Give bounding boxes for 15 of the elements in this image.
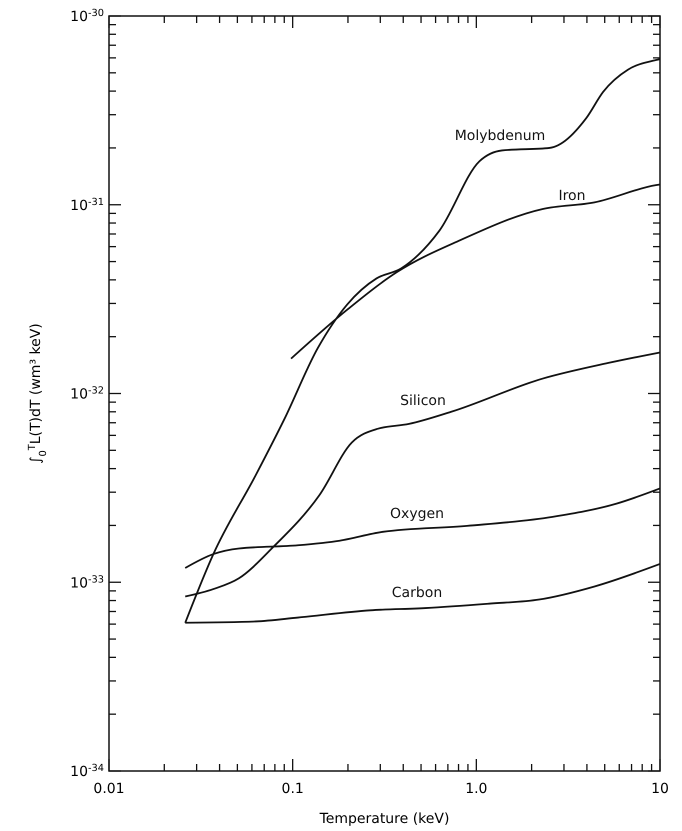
y-tick-label: 10$^{-34}$: [70, 762, 104, 780]
x-axis-title: Temperature (keV): [318, 811, 450, 827]
y-tick-label: 10$^{-31}$: [70, 196, 104, 214]
x-tick-label: 10: [651, 781, 669, 797]
x-tick-label: 1.0: [465, 781, 488, 797]
x-tick-label: 0.01: [93, 781, 125, 797]
x-tick-label: 0.1: [282, 781, 304, 797]
series-label: Oxygen: [390, 506, 444, 522]
series-label: Iron: [558, 188, 586, 204]
series-label: Silicon: [400, 393, 446, 409]
y-tick-label: 10$^{-33}$: [70, 574, 104, 592]
series-label: Molybdenum: [454, 128, 546, 144]
series-label: Carbon: [392, 585, 442, 601]
y-tick-label: 10$^{-30}$: [70, 8, 104, 25]
y-tick-label: 10$^{-32}$: [70, 385, 104, 402]
